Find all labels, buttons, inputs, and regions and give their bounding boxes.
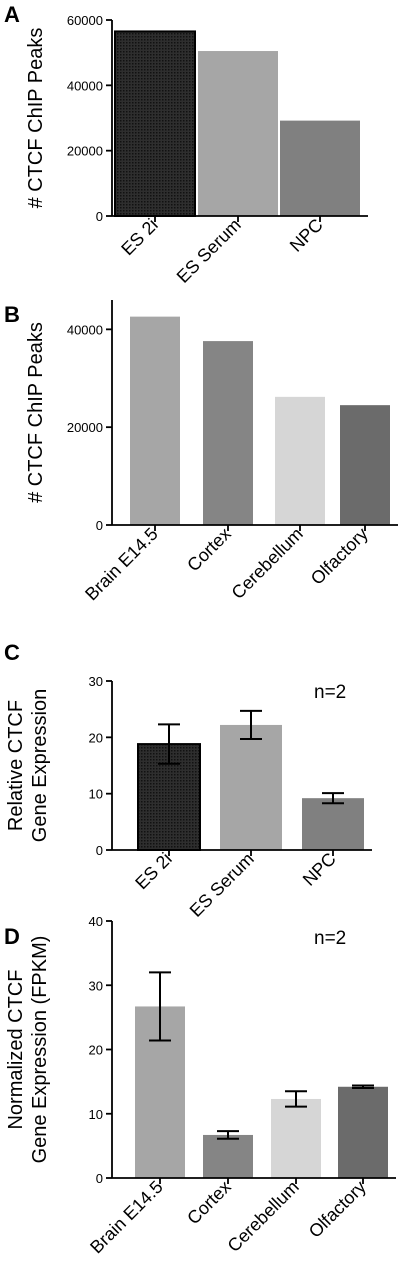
error-bar: [158, 723, 180, 765]
error-bar: [322, 792, 344, 805]
y-tick-label: 0: [96, 1171, 103, 1186]
y-tick-label: 20000: [67, 420, 103, 435]
x-tick-label: ES Serum: [173, 215, 245, 287]
bar-cerebellum: [275, 396, 325, 525]
bar-brain-e14-5: [130, 316, 180, 525]
y-tick-label: 40000: [67, 322, 103, 337]
bar-olfactory: [340, 405, 390, 525]
x-tick-label: ES Serum: [186, 849, 258, 921]
y-tick-label: 20: [89, 1043, 103, 1058]
sample-size-annotation: n=2: [314, 682, 346, 703]
y-tick-label: 0: [96, 209, 103, 224]
error-bar: [285, 1090, 307, 1108]
y-axis-title: Gene Expression (FPKM): [29, 936, 51, 1164]
y-tick-label: 30: [89, 978, 103, 993]
x-tick-label: Cerebellum: [224, 1177, 303, 1256]
bar-es-serum: [198, 51, 278, 217]
panel-letter: A: [4, 2, 20, 27]
x-tick-label: Cortex: [183, 1177, 235, 1229]
y-tick-label: 0: [96, 518, 103, 533]
y-axis-title: # CTCF ChIP Peaks: [25, 28, 47, 209]
x-tick-label: Brain E14.5: [81, 524, 162, 605]
y-tick-label: 10: [89, 787, 103, 802]
x-tick-label: Cortex: [183, 524, 235, 576]
y-tick-label: 30: [89, 674, 103, 689]
panel-letter: B: [4, 302, 20, 327]
y-tick-label: 20: [89, 730, 103, 745]
y-axis-title: # CTCF ChIP Peaks: [25, 322, 47, 503]
y-tick-label: 40: [89, 914, 103, 929]
bar-cortex: [203, 1134, 253, 1178]
x-tick-label: Cerebellum: [228, 524, 307, 603]
bar-npc: [280, 120, 360, 216]
error-bar: [352, 1084, 374, 1090]
error-bar: [217, 1130, 239, 1140]
y-tick-label: 60000: [67, 13, 103, 28]
bar-es-2i: [114, 30, 196, 217]
bar-olfactory: [338, 1086, 388, 1178]
error-bar: [240, 709, 262, 741]
y-axis-title: Relative CTCF: [5, 700, 27, 831]
bar-cerebellum: [271, 1098, 321, 1178]
bar-npc: [302, 798, 364, 850]
y-tick-label: 0: [96, 843, 103, 858]
y-tick-label: 40000: [67, 78, 103, 93]
y-tick-label: 20000: [67, 144, 103, 159]
y-axis-title: Gene Expression: [29, 689, 51, 842]
y-axis-title: Normalized CTCF: [5, 969, 27, 1129]
error-bar: [149, 971, 171, 1042]
y-tick-label: 10: [89, 1107, 103, 1122]
x-tick-label: Olfactory: [307, 524, 372, 589]
panel-letter: D: [4, 924, 20, 949]
sample-size-annotation: n=2: [314, 928, 346, 949]
bar-es-serum: [220, 724, 282, 850]
x-tick-label: Brain E14.5: [86, 1177, 167, 1258]
bar-cortex: [203, 341, 253, 525]
x-tick-label: Olfactory: [305, 1177, 370, 1242]
panel-letter: C: [4, 640, 20, 665]
